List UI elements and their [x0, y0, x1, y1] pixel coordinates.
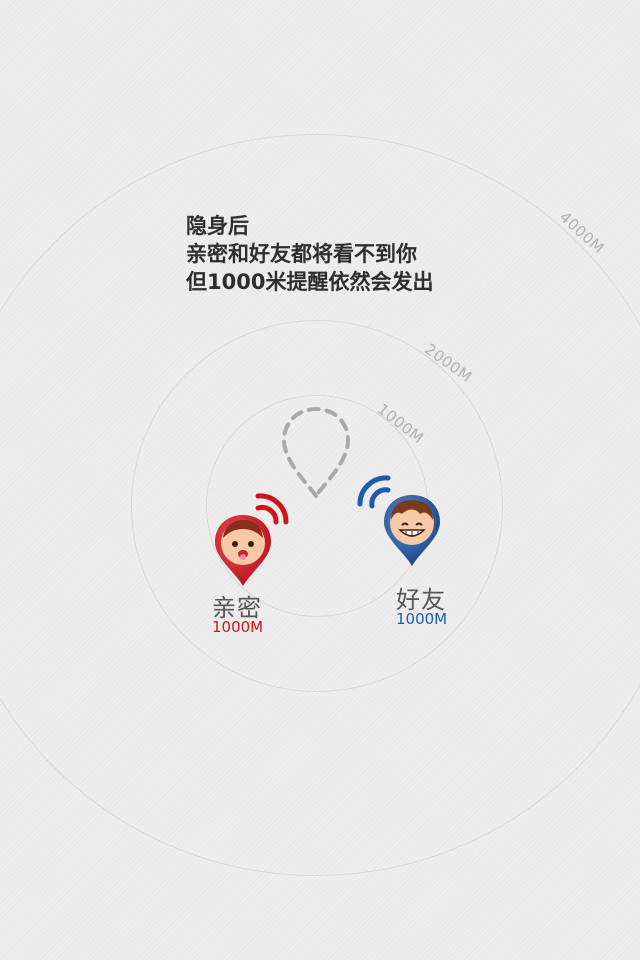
headline-line-1: 隐身后: [186, 214, 249, 238]
friends-distance: 1000M: [396, 610, 448, 628]
close-friends-label: 亲密: [212, 594, 262, 622]
headline-line-3: 但1000米提醒依然会发出: [186, 270, 434, 294]
ring-2000: [131, 320, 503, 692]
friends-label: 好友: [396, 586, 446, 614]
red-location-pin-avatar-icon[interactable]: [211, 512, 275, 588]
blue-signal-waves-icon: [357, 475, 391, 509]
close-friends-distance: 1000M: [212, 618, 264, 636]
headline-line-2: 亲密和好友都将看不到你: [186, 242, 417, 266]
hide-mode-description: 隐身后 亲密和好友都将看不到你 但1000米提醒依然会发出: [186, 212, 433, 296]
blue-location-pin-avatar-icon[interactable]: [380, 492, 444, 568]
dashed-location-pin-icon: [281, 406, 351, 500]
ring-4000: [0, 134, 640, 876]
red-signal-waves-icon: [255, 493, 289, 525]
